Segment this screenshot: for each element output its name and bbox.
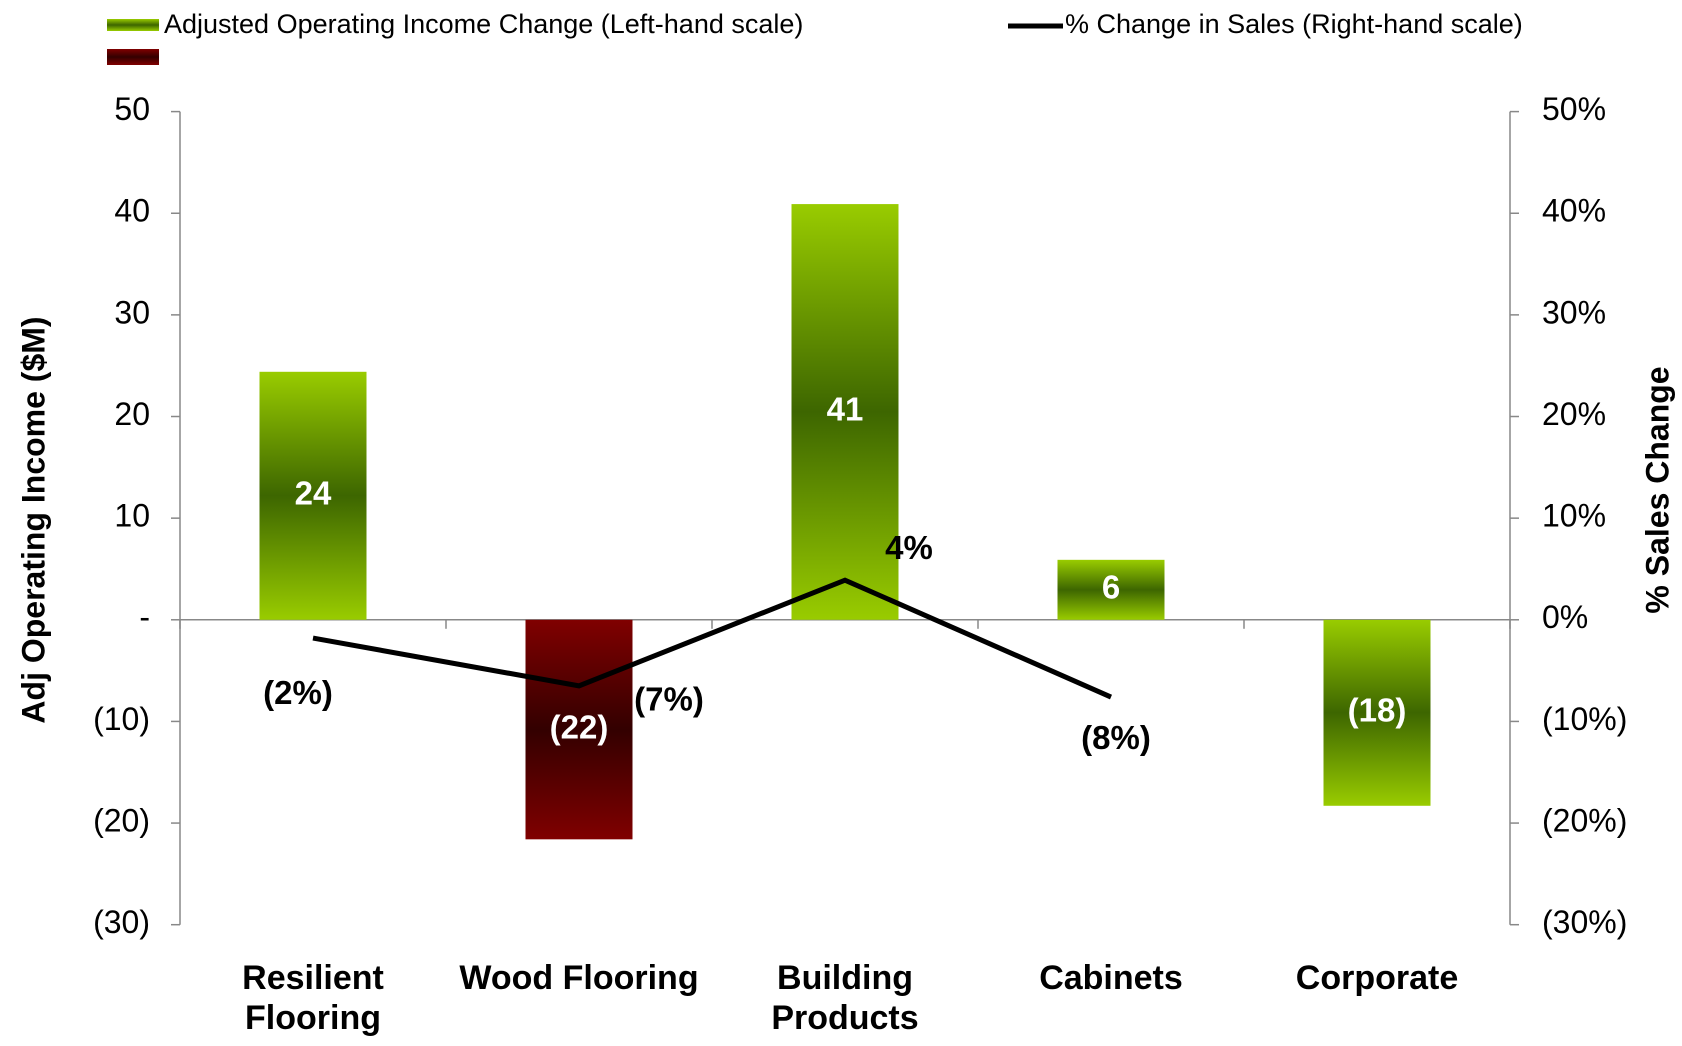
y-tick-label: (30) — [93, 904, 150, 940]
y-tick-label: - — [139, 599, 150, 635]
y2-tick-label: 50% — [1542, 91, 1606, 127]
bar-label: (18) — [1348, 692, 1407, 729]
y2-tick-label: 0% — [1542, 599, 1588, 635]
y2-axis-title: % Sales Change — [1639, 366, 1675, 613]
y-tick-label: 50 — [114, 91, 150, 127]
bar — [791, 204, 899, 620]
line-label: (2%) — [263, 674, 333, 711]
legend-label: Adjusted Operating Income Change (Left-h… — [164, 9, 803, 39]
y2-tick-label: (20%) — [1542, 803, 1627, 839]
bar — [259, 371, 367, 620]
y-axis-title: Adj Operating Income ($M) — [15, 316, 51, 723]
y2-tick-label: (10%) — [1542, 701, 1627, 737]
y-tick-label: 10 — [114, 498, 150, 534]
bar-label: 24 — [295, 475, 332, 512]
y-tick-label: 40 — [114, 193, 150, 229]
y2-tick-label: 20% — [1542, 396, 1606, 432]
y-tick-label: 30 — [114, 294, 150, 330]
bar — [1323, 619, 1431, 806]
y2-tick-label: 30% — [1542, 294, 1606, 330]
bar-label: 6 — [1102, 569, 1120, 606]
legend-swatch — [107, 19, 159, 31]
x-tick-label: Cabinets — [1039, 959, 1183, 997]
x-tick-label: Building Products — [771, 959, 918, 1037]
line-label: 4% — [885, 529, 933, 566]
y-tick-label: 20 — [114, 396, 150, 432]
x-tick-label: Resilient Flooring — [242, 959, 384, 1037]
x-tick-label: Wood Flooring — [459, 959, 698, 997]
bar — [1057, 559, 1165, 620]
y2-tick-label: 10% — [1542, 498, 1606, 534]
bar-label: (22) — [550, 708, 609, 745]
x-tick-label: Corporate — [1296, 959, 1458, 997]
legend-swatch — [107, 49, 159, 65]
y-tick-label: (20) — [93, 803, 150, 839]
y2-tick-label: (30%) — [1542, 904, 1627, 940]
line — [312, 577, 1113, 700]
y2-tick-label: 40% — [1542, 193, 1606, 229]
line-label: (7%) — [634, 681, 704, 718]
bar — [525, 619, 633, 840]
line-label: (8%) — [1081, 719, 1151, 756]
y-tick-label: (10) — [93, 701, 150, 737]
legend-label: % Change in Sales (Right-hand scale) — [1065, 9, 1523, 39]
bar-label: 41 — [827, 391, 864, 428]
